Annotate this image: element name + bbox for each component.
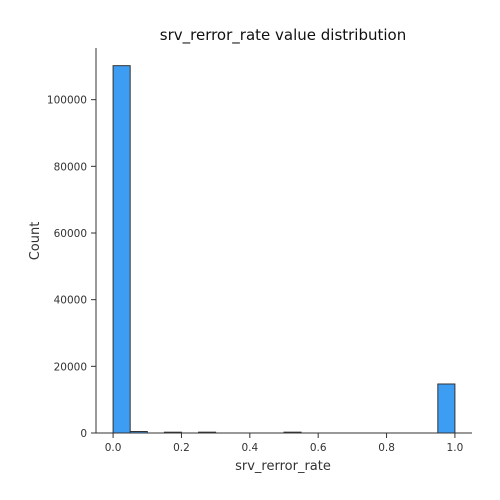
- x-tick-label-2: 0.4: [241, 442, 258, 454]
- x-tick-label-5: 1.0: [447, 442, 464, 454]
- x-tick-label-1: 0.2: [173, 442, 190, 454]
- x-tick-label-3: 0.6: [310, 442, 327, 454]
- x-tick-label-0: 0.0: [105, 442, 122, 454]
- chart-title: srv_rerror_rate value distribution: [160, 26, 406, 45]
- y-tick-label-4: 80000: [54, 161, 87, 173]
- x-tick-label-4: 0.8: [378, 442, 395, 454]
- histogram-bar-19: [437, 383, 456, 434]
- y-tick-label-5: 100000: [47, 95, 87, 107]
- y-tick-label-0: 0: [80, 428, 87, 440]
- x-axis-label: srv_rerror_rate: [235, 459, 331, 474]
- y-ticks-group: 0 20000 40000 60000 80000 100000: [47, 95, 96, 440]
- x-ticks-group: 0.0 0.2 0.4 0.6 0.8 1.0: [105, 433, 464, 454]
- y-tick-label-2: 40000: [54, 295, 87, 307]
- bars-group: [112, 65, 456, 434]
- y-tick-label-3: 60000: [54, 228, 87, 240]
- y-axis-label: Count: [28, 222, 43, 261]
- y-tick-label-1: 20000: [54, 361, 87, 373]
- histogram-bar-0: [112, 65, 131, 434]
